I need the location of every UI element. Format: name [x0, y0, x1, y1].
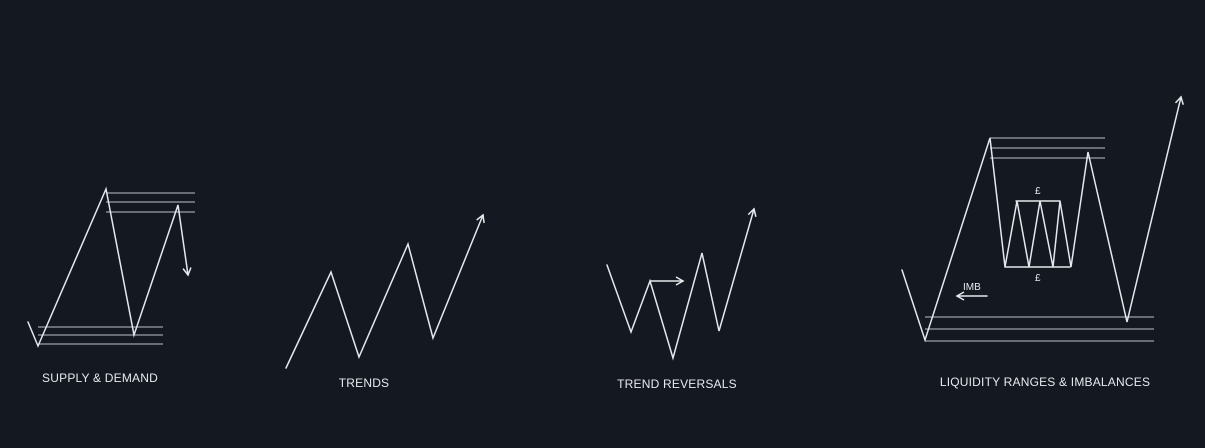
supply-zone: [106, 192, 195, 213]
upper-liquidity-zone: [990, 137, 1105, 159]
trends-caption: TRENDS: [338, 376, 390, 390]
trend-reversals-diagram: [606, 207, 757, 361]
liquidity-ranges-diagram: IMB £ £: [901, 95, 1184, 343]
reversal-price-path: [606, 207, 757, 361]
trend-reversals-caption: TREND REVERSALS: [617, 377, 737, 391]
trends-diagram: [285, 213, 485, 369]
liquidity-marker-top: £: [1035, 186, 1041, 197]
supply-demand-price-path: [27, 186, 192, 348]
trends-price-path: [285, 213, 485, 369]
liquidity-price-path: [901, 95, 1184, 343]
liquidity-marker-bottom: £: [1035, 273, 1041, 284]
liquidity-ranges-caption: LIQUIDITY RANGES & IMBALANCES: [939, 375, 1151, 389]
supply-demand-caption: SUPPLY & DEMAND: [42, 371, 158, 385]
imbalance-label: IMB: [963, 282, 981, 293]
demand-zone: [38, 326, 163, 345]
lower-liquidity-zone: [925, 316, 1154, 342]
supply-demand-diagram: [27, 186, 195, 348]
